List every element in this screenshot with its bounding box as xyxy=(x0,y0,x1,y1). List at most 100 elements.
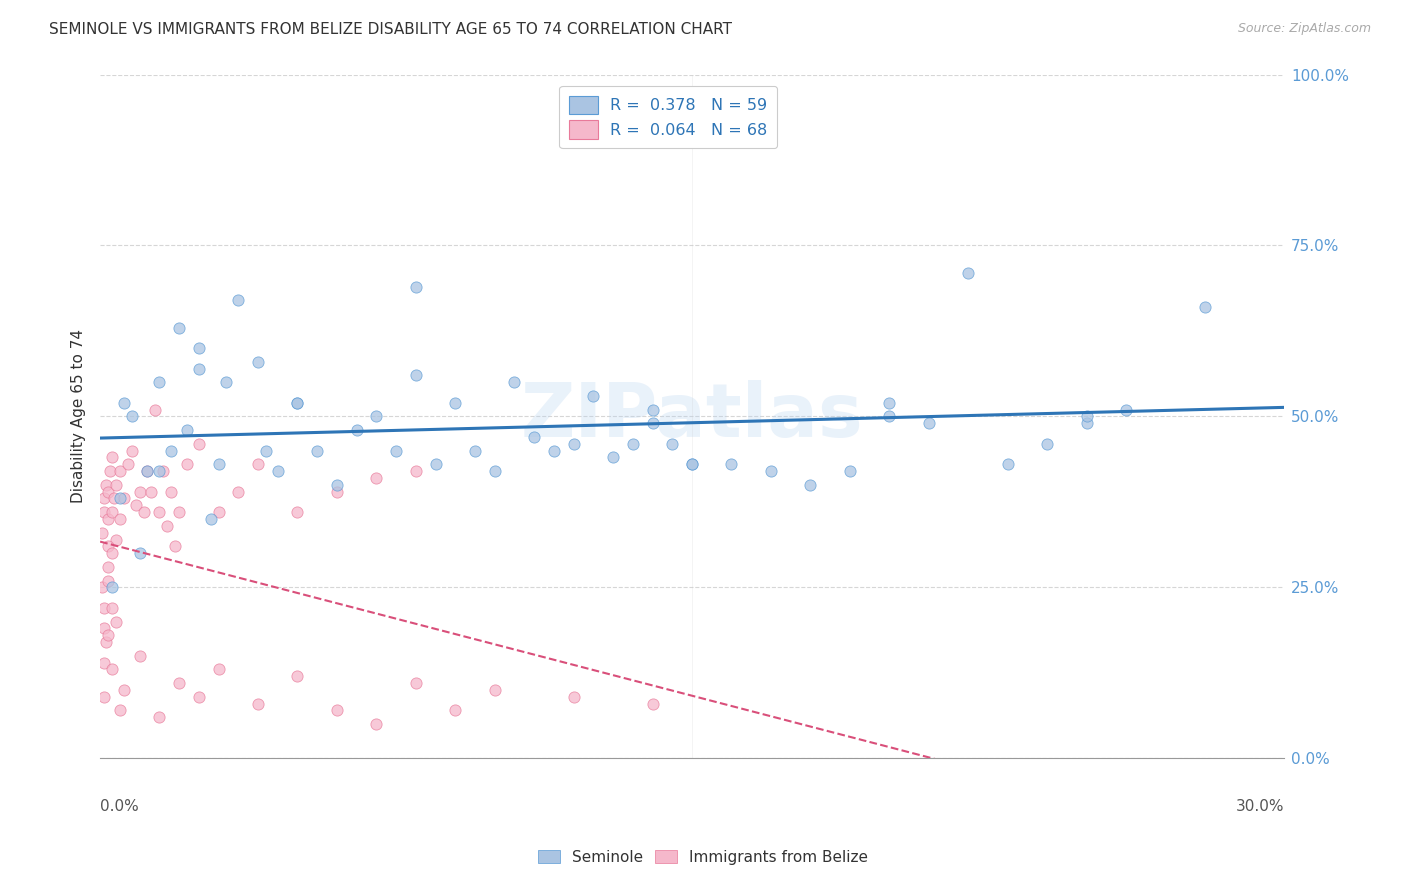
Point xyxy=(187,361,209,376)
Point xyxy=(366,717,388,731)
Point xyxy=(326,478,349,492)
Point xyxy=(207,663,229,677)
Point xyxy=(132,505,155,519)
Point xyxy=(877,409,900,424)
Point xyxy=(176,458,198,472)
Point xyxy=(101,546,124,560)
Point xyxy=(562,437,585,451)
Point xyxy=(136,464,159,478)
Point xyxy=(101,450,124,465)
Point xyxy=(246,697,269,711)
Point xyxy=(641,402,664,417)
Text: ZIPatlas: ZIPatlas xyxy=(520,380,863,453)
Point xyxy=(108,491,131,506)
Point xyxy=(91,525,114,540)
Point xyxy=(641,417,664,431)
Point xyxy=(112,396,135,410)
Point xyxy=(121,409,143,424)
Point xyxy=(93,491,115,506)
Point xyxy=(641,697,664,711)
Point xyxy=(112,491,135,506)
Point xyxy=(145,402,167,417)
Point xyxy=(425,458,447,472)
Point xyxy=(148,505,170,519)
Point xyxy=(464,443,486,458)
Point xyxy=(759,464,782,478)
Point xyxy=(104,615,127,629)
Point xyxy=(101,663,124,677)
Point xyxy=(165,540,187,554)
Point xyxy=(101,601,124,615)
Point xyxy=(602,450,624,465)
Point xyxy=(346,423,368,437)
Point xyxy=(405,279,427,293)
Point xyxy=(176,423,198,437)
Point xyxy=(1194,300,1216,314)
Point xyxy=(187,690,209,704)
Point xyxy=(877,396,900,410)
Point xyxy=(167,320,190,334)
Point xyxy=(543,443,565,458)
Point xyxy=(562,690,585,704)
Point xyxy=(121,443,143,458)
Point xyxy=(207,458,229,472)
Point xyxy=(128,484,150,499)
Point xyxy=(918,417,941,431)
Text: 0.0%: 0.0% xyxy=(100,799,139,814)
Point xyxy=(1036,437,1059,451)
Point xyxy=(444,704,467,718)
Point xyxy=(97,512,120,526)
Point xyxy=(405,676,427,690)
Point xyxy=(108,464,131,478)
Point xyxy=(385,443,408,458)
Point xyxy=(128,546,150,560)
Point xyxy=(94,635,117,649)
Point xyxy=(523,430,546,444)
Point xyxy=(326,704,349,718)
Point xyxy=(97,574,120,588)
Point xyxy=(98,464,121,478)
Y-axis label: Disability Age 65 to 74: Disability Age 65 to 74 xyxy=(72,329,86,503)
Point xyxy=(97,540,120,554)
Legend: R =  0.378   N = 59, R =  0.064   N = 68: R = 0.378 N = 59, R = 0.064 N = 68 xyxy=(560,86,778,148)
Point xyxy=(93,622,115,636)
Point xyxy=(160,443,183,458)
Point xyxy=(97,628,120,642)
Point xyxy=(287,396,309,410)
Point xyxy=(681,458,703,472)
Point xyxy=(1076,409,1098,424)
Point xyxy=(226,484,249,499)
Point xyxy=(226,293,249,308)
Point xyxy=(484,464,506,478)
Point xyxy=(1076,417,1098,431)
Point xyxy=(838,464,860,478)
Point xyxy=(681,458,703,472)
Point xyxy=(91,581,114,595)
Point xyxy=(94,478,117,492)
Point xyxy=(254,443,277,458)
Point xyxy=(720,458,742,472)
Point xyxy=(661,437,683,451)
Point xyxy=(366,409,388,424)
Point xyxy=(141,484,163,499)
Point xyxy=(104,478,127,492)
Point xyxy=(582,389,605,403)
Point xyxy=(287,669,309,683)
Point xyxy=(503,376,526,390)
Point xyxy=(621,437,644,451)
Point xyxy=(167,676,190,690)
Point xyxy=(405,464,427,478)
Point xyxy=(1115,402,1137,417)
Point xyxy=(136,464,159,478)
Text: 30.0%: 30.0% xyxy=(1236,799,1284,814)
Point xyxy=(148,464,170,478)
Point xyxy=(366,471,388,485)
Point xyxy=(104,533,127,547)
Point xyxy=(93,601,115,615)
Point xyxy=(405,368,427,383)
Point xyxy=(187,437,209,451)
Point xyxy=(108,704,131,718)
Point xyxy=(101,505,124,519)
Point xyxy=(124,499,146,513)
Point xyxy=(287,505,309,519)
